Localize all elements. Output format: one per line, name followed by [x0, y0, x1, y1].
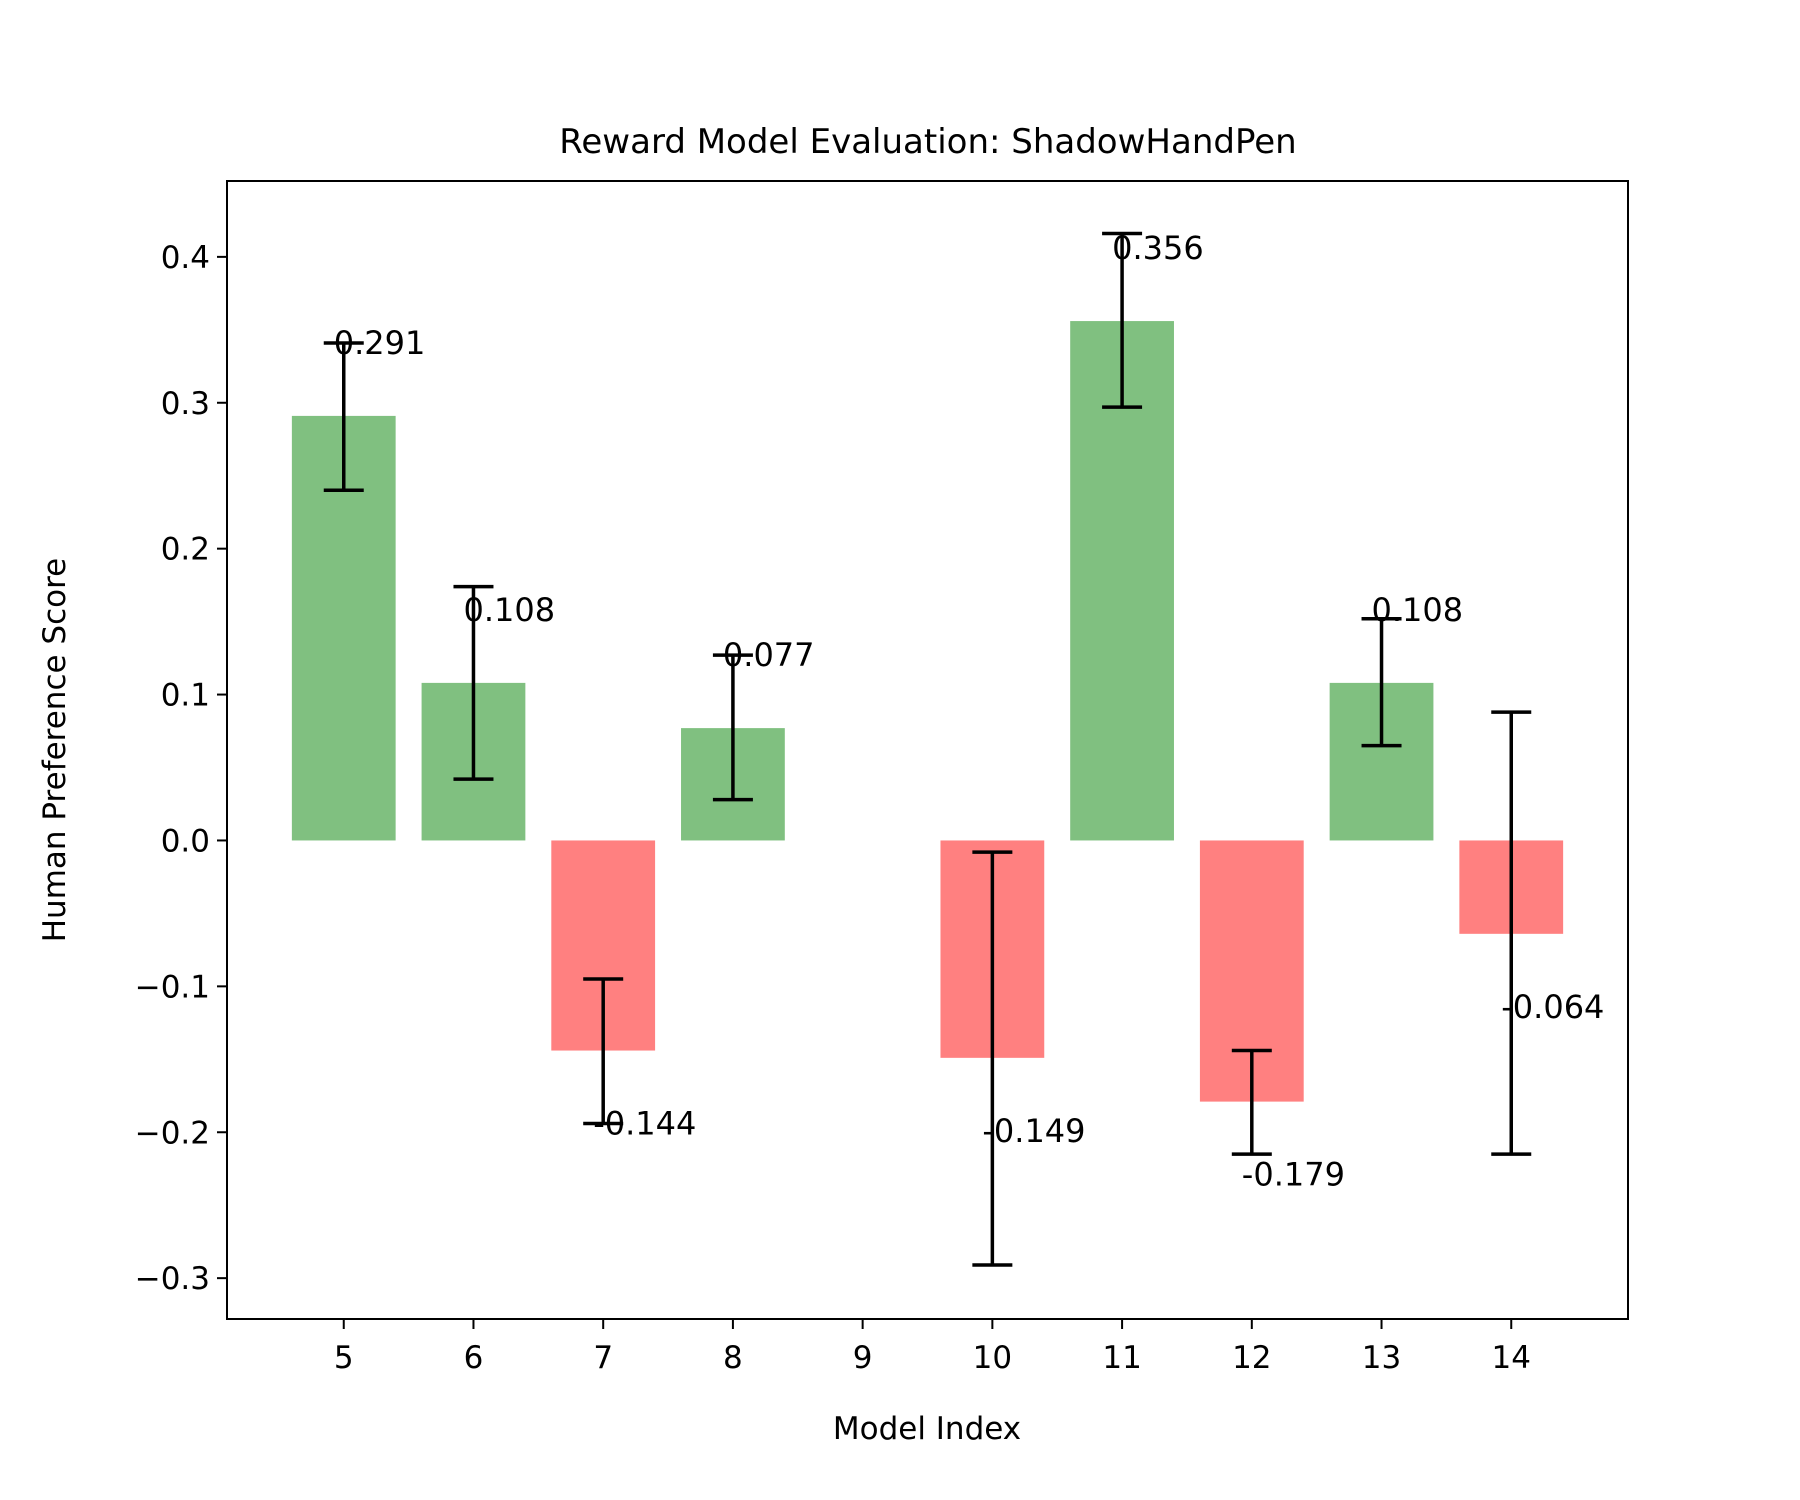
- error-bar-14: [1491, 710, 1532, 1156]
- x-tick-label: 5: [334, 1340, 354, 1376]
- data-label-11: 0.356: [1112, 229, 1204, 267]
- y-tick-label: 0.2: [161, 532, 210, 568]
- x-tick-label: 9: [853, 1340, 873, 1376]
- y-tick-label: −0.1: [135, 969, 210, 1005]
- x-tick-label: 6: [464, 1340, 484, 1376]
- error-bar-8: [712, 653, 753, 802]
- error-bar-11: [1102, 231, 1143, 409]
- data-label-10: -0.149: [982, 1112, 1085, 1150]
- y-tick-label: 0.4: [161, 240, 210, 276]
- data-label-13: 0.108: [1372, 591, 1464, 629]
- data-label-8: 0.077: [723, 636, 815, 674]
- y-axis-label: Human Preference Score: [37, 558, 73, 943]
- x-tick-label: 7: [593, 1340, 613, 1376]
- error-bar-10: [972, 850, 1013, 1267]
- x-tick-label: 14: [1492, 1340, 1531, 1376]
- x-tick-label: 8: [723, 1340, 743, 1376]
- x-tick-label: 13: [1362, 1340, 1401, 1376]
- data-label-14: -0.064: [1501, 988, 1604, 1026]
- x-tick-label: 12: [1232, 1340, 1271, 1376]
- error-bar-13: [1361, 616, 1402, 748]
- error-bar-6: [453, 584, 494, 781]
- data-label-12: -0.179: [1242, 1156, 1345, 1194]
- chart-title: Reward Model Evaluation: ShadowHandPen: [559, 122, 1296, 162]
- error-bar-12: [1231, 1048, 1272, 1156]
- data-label-6: 0.108: [463, 591, 555, 629]
- y-tick-label: −0.3: [135, 1261, 210, 1297]
- x-axis-label: Model Index: [833, 1411, 1021, 1447]
- y-tick-label: 0.0: [161, 823, 210, 859]
- x-tick-label: 11: [1102, 1340, 1141, 1376]
- data-label-7: -0.144: [593, 1104, 696, 1142]
- y-tick-label: 0.1: [161, 678, 210, 714]
- data-label-5: 0.291: [334, 324, 426, 362]
- y-tick-label: −0.2: [135, 1115, 210, 1151]
- x-tick-label: 10: [973, 1340, 1012, 1376]
- y-tick-label: 0.3: [161, 386, 210, 422]
- axes-frame: [226, 180, 1629, 1320]
- plot-area: 0.2910.108-0.1440.077-0.1490.356-0.1790.…: [135, 229, 1605, 1376]
- error-bar-5: [323, 341, 364, 493]
- error-bar-7: [583, 977, 624, 1126]
